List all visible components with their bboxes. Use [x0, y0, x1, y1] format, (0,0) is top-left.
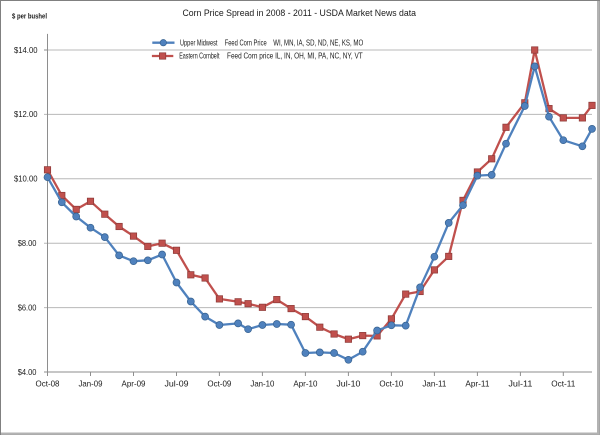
svg-text:Apr-10: Apr-10 [293, 378, 317, 388]
svg-text:Jan-09: Jan-09 [79, 378, 103, 388]
svg-text:$14.00: $14.00 [14, 45, 38, 55]
svg-text:Jul-11: Jul-11 [508, 378, 532, 388]
svg-text:Oct-10: Oct-10 [379, 378, 403, 388]
svg-text:Apr-11: Apr-11 [465, 378, 489, 388]
svg-text:Jan-11: Jan-11 [422, 378, 446, 388]
svg-text:$6.00: $6.00 [18, 302, 37, 312]
svg-text:Oct-09: Oct-09 [207, 378, 231, 388]
svg-text:Feed Corn price IL, IN, OH, MI: Feed Corn price IL, IN, OH, MI, PA, NC, … [227, 52, 363, 61]
svg-text:WI, MN, IA, SD, ND, NE, KS, MO: WI, MN, IA, SD, ND, NE, KS, MO [273, 38, 363, 47]
svg-text:Jan-10: Jan-10 [250, 378, 274, 388]
svg-text:Oct-08: Oct-08 [36, 378, 60, 388]
svg-text:Oct-11: Oct-11 [551, 378, 575, 388]
svg-text:Jul-09: Jul-09 [165, 378, 189, 388]
svg-text:Apr-09: Apr-09 [122, 378, 146, 388]
svg-text:$ per bushel: $ per bushel [12, 14, 47, 21]
svg-text:$10.00: $10.00 [14, 174, 38, 184]
svg-text:$4.00: $4.00 [18, 367, 37, 377]
svg-text:Upper Midwest: Upper Midwest [180, 38, 218, 47]
svg-text:$12.00: $12.00 [14, 109, 38, 119]
svg-text:Feed Corn Price: Feed Corn Price [225, 38, 267, 47]
svg-text:Eastern Cornbelt: Eastern Cornbelt [179, 52, 220, 61]
svg-text:$8.00: $8.00 [18, 238, 37, 248]
svg-text:Corn Price Spread in 2008 - 20: Corn Price Spread in 2008 - 2011 - USDA … [183, 8, 417, 18]
svg-text:Jul-10: Jul-10 [336, 378, 360, 388]
